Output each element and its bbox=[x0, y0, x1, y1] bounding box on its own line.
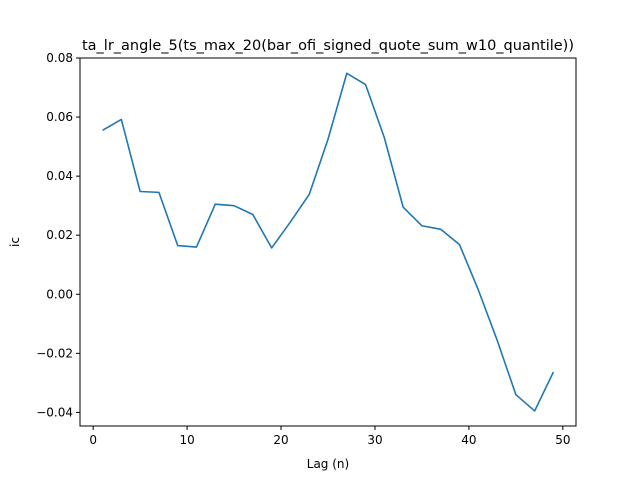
y-tick-label: 0.06 bbox=[46, 110, 73, 124]
x-axis: 0 10 20 30 40 50 bbox=[89, 426, 570, 447]
x-tick-label: 30 bbox=[367, 433, 382, 447]
x-tick-label: 0 bbox=[89, 433, 97, 447]
x-tick-label: 40 bbox=[461, 433, 476, 447]
chart-title: ta_lr_angle_5(ts_max_20(bar_ofi_signed_q… bbox=[82, 38, 574, 54]
plot-area bbox=[102, 72, 555, 412]
ic-series-line bbox=[102, 72, 555, 412]
y-tick-label: 0.02 bbox=[46, 228, 73, 242]
axes-frame bbox=[79, 57, 577, 427]
x-tick-label: 50 bbox=[555, 433, 570, 447]
x-axis-label: Lag (n) bbox=[307, 457, 349, 471]
y-tick-label: −0.04 bbox=[36, 405, 73, 419]
x-tick-label: 10 bbox=[179, 433, 194, 447]
y-tick-label: 0.00 bbox=[46, 287, 73, 301]
y-axis: −0.04 −0.02 0.00 0.02 0.04 0.06 0.08 bbox=[36, 51, 80, 419]
y-tick-label: −0.02 bbox=[36, 346, 73, 360]
y-axis-label: ic bbox=[8, 237, 22, 247]
x-tick-label: 20 bbox=[273, 433, 288, 447]
y-tick-label: 0.08 bbox=[46, 51, 73, 65]
y-tick-label: 0.04 bbox=[46, 169, 73, 183]
